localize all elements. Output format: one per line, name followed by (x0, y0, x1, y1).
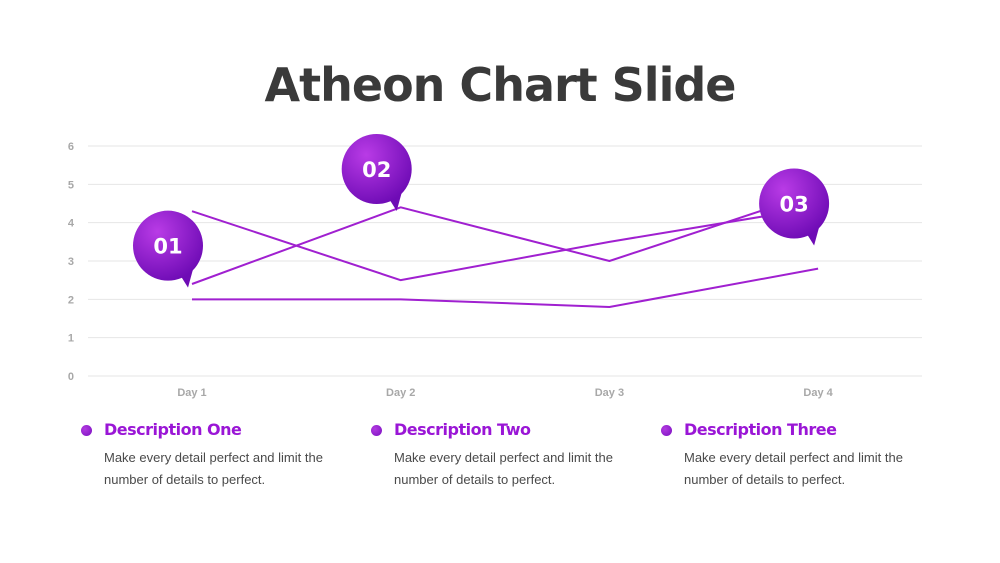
series-line-2 (191, 206, 819, 282)
y-tick-label: 4 (68, 218, 75, 230)
y-tick-label: 6 (68, 141, 74, 153)
bullet-dot (371, 425, 382, 436)
bullet-dot (661, 425, 672, 436)
y-tick-label: 0 (68, 371, 74, 383)
bubble-circle (341, 134, 412, 204)
bubble-circle (759, 168, 830, 239)
y-axis-ticks: 0 1 2 3 4 5 6 (68, 141, 75, 383)
bubble-label: 03 (779, 193, 808, 217)
series-line-1 (191, 191, 819, 285)
callout-bubble: 03 (759, 168, 830, 246)
series-line-3 (192, 267, 819, 308)
description-heading: Description Two (394, 420, 531, 439)
x-tick-label: Day 4 (803, 387, 833, 399)
y-tick-label: 2 (68, 294, 74, 306)
bubble-label: 02 (362, 158, 391, 182)
bubble-circle (133, 210, 203, 281)
description-heading: Description One (104, 420, 242, 439)
y-tick-label: 5 (68, 179, 74, 191)
callout-bubble: 02 (341, 134, 412, 211)
description-text: Make every detail perfect and limit the … (394, 450, 613, 487)
description-text: Make every detail perfect and limit the … (104, 450, 323, 487)
bubble-label: 01 (153, 235, 182, 259)
x-tick-label: Day 2 (386, 387, 415, 399)
x-tick-label: Day 3 (595, 387, 624, 399)
description-heading: Description Three (684, 420, 837, 439)
series-lines (191, 191, 819, 308)
bullet-dot (81, 425, 92, 436)
callout-markers: 01 02 03 (133, 134, 830, 288)
y-tick-label: 1 (68, 333, 74, 345)
description-text: Make every detail perfect and limit the … (684, 450, 903, 487)
y-tick-label: 3 (68, 256, 74, 268)
x-tick-label: Day 1 (177, 387, 206, 399)
x-axis-ticks: Day 1 Day 2 Day 3 Day 4 (177, 387, 833, 399)
slide-title: Atheon Chart Slide (264, 58, 737, 112)
callout-bubble: 01 (133, 210, 203, 288)
